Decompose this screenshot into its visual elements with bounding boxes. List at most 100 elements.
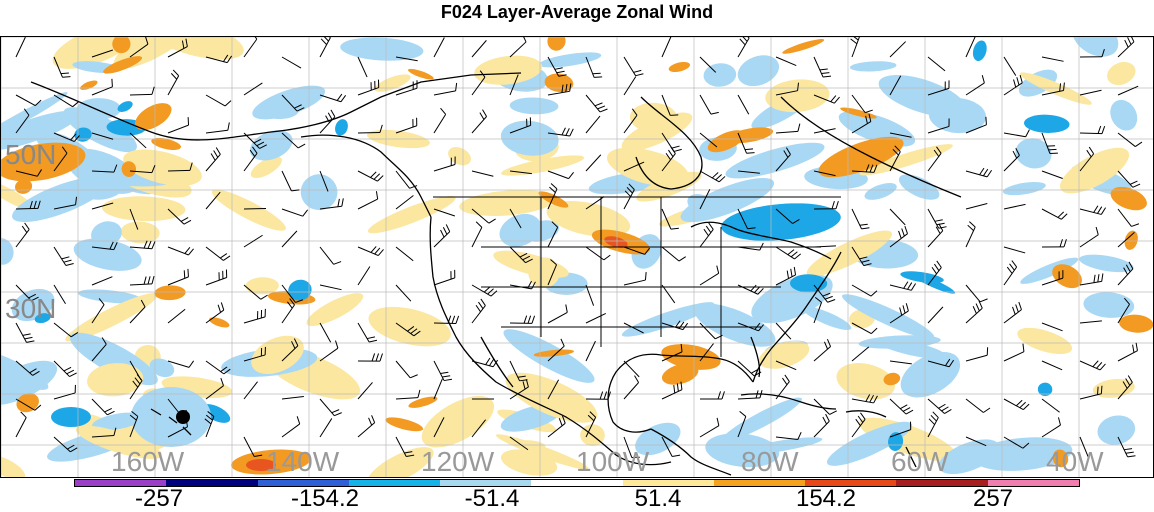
wind-contour-blob: [1118, 313, 1153, 334]
wind-map: [1, 37, 1153, 477]
wind-contour-blob: [1105, 95, 1143, 135]
wind-barb: [358, 415, 375, 437]
wind-barb: [320, 418, 332, 437]
wind-barb: [624, 76, 636, 95]
wind-barb: [396, 118, 417, 133]
colorbar-label: -51.4: [465, 486, 520, 512]
colorbar-segment: [531, 480, 622, 486]
wind-contour-blob: [407, 67, 435, 82]
wind-barb: [1042, 417, 1060, 437]
wind-contour-blob: [668, 60, 691, 74]
wind-barb: [776, 57, 796, 66]
wind-barb: [928, 209, 947, 228]
wind-contour-blob: [131, 387, 211, 447]
wind-barb: [434, 270, 455, 285]
wind-barb: [396, 361, 418, 378]
wind-contour-blob: [1024, 114, 1070, 134]
wind-barb: [966, 75, 984, 95]
wind-barb: [966, 347, 988, 361]
wind-barb: [738, 285, 763, 294]
wind-barb: [966, 399, 990, 412]
wind-barb: [1080, 206, 1106, 215]
wind-contour-blob: [1014, 323, 1075, 360]
wind-contour-blob: [154, 285, 186, 301]
colorbar-label: -154.2: [291, 486, 359, 512]
wind-contour-blob: [1, 234, 18, 269]
wind-barb: [358, 191, 378, 209]
wind-barb: [472, 110, 487, 133]
wind-barb: [358, 353, 383, 361]
wind-barb: [282, 416, 300, 437]
wind-barb: [548, 305, 567, 323]
lon-label-120w: 120W: [421, 448, 494, 476]
wind-barb: [1042, 209, 1067, 219]
wind-barb: [282, 209, 308, 216]
wind-barb: [586, 95, 607, 112]
wind-barb: [1118, 343, 1137, 361]
wind-barb: [320, 323, 331, 342]
lon-label-160w: 160W: [111, 448, 184, 476]
wind-barb: [244, 37, 257, 57]
wind-barb: [244, 309, 265, 323]
wind-contour-blob: [510, 97, 559, 115]
wind-barb: [434, 224, 450, 247]
wind-contour-blob: [299, 172, 340, 212]
wind-barb: [890, 209, 905, 225]
wind-barb: [1042, 57, 1064, 61]
wind-contour-blob: [365, 300, 455, 354]
wind-barb: [434, 379, 442, 399]
wind-contour-blob: [79, 79, 99, 92]
wind-barb: [776, 124, 800, 133]
wind-contour-blob: [384, 415, 424, 435]
wind-barb: [1118, 209, 1139, 226]
wind-barb: [928, 307, 943, 323]
wind-barb: [700, 266, 719, 285]
wind-barb: [1004, 130, 1029, 137]
lon-label-60w: 60W: [891, 448, 949, 476]
wind-barb: [434, 361, 452, 381]
wind-contour-blob: [781, 37, 825, 56]
wind-barb: [548, 171, 574, 179]
wind-barb: [738, 37, 749, 57]
wind-contour-blob: [208, 183, 290, 237]
wind-barb: [206, 148, 220, 171]
wind-barb: [662, 247, 686, 261]
colorbar-segment: [349, 480, 440, 486]
wind-barb: [966, 301, 982, 323]
wind-barb: [852, 285, 877, 296]
wind-barb: [1004, 302, 1021, 323]
wind-barb: [700, 391, 724, 399]
wind-barb: [1080, 126, 1105, 134]
wind-contour-blob: [208, 315, 231, 329]
wind-barb: [700, 223, 713, 247]
wind-contour-blob: [340, 37, 424, 63]
wind-contour-blob: [445, 143, 474, 169]
wind-barb: [966, 222, 975, 247]
wind-barb: [586, 155, 601, 171]
wind-barb: [852, 347, 869, 361]
wind-barb: [168, 117, 189, 133]
wind-barb: [928, 57, 945, 71]
wind-barb: [1004, 204, 1026, 209]
wind-barb: [168, 70, 179, 95]
wind-barb: [890, 282, 916, 291]
wind-contour-blob: [971, 39, 989, 63]
colorbar-label: 257: [973, 486, 1013, 512]
wind-contour-blob: [1, 450, 29, 477]
wind-barb: [16, 323, 34, 342]
wind-barb: [814, 339, 831, 361]
wind-barb: [358, 246, 384, 255]
wind-contour-blob: [850, 60, 897, 72]
map-panel: 50N 30N 160W 140W 120W 100W 80W 60W 40W: [0, 36, 1154, 478]
wind-barb: [624, 376, 639, 399]
wind-shading-layer: [1, 37, 1153, 477]
wind-barb: [662, 285, 675, 303]
wind-barb: [1118, 37, 1134, 57]
wind-barb: [358, 382, 372, 399]
wind-barb: [700, 171, 725, 182]
wind-contour-blob: [303, 287, 367, 332]
marker-dot: [176, 410, 190, 424]
wind-barb: [814, 246, 836, 247]
wind-barb: [852, 209, 869, 229]
wind-barb: [16, 95, 41, 106]
